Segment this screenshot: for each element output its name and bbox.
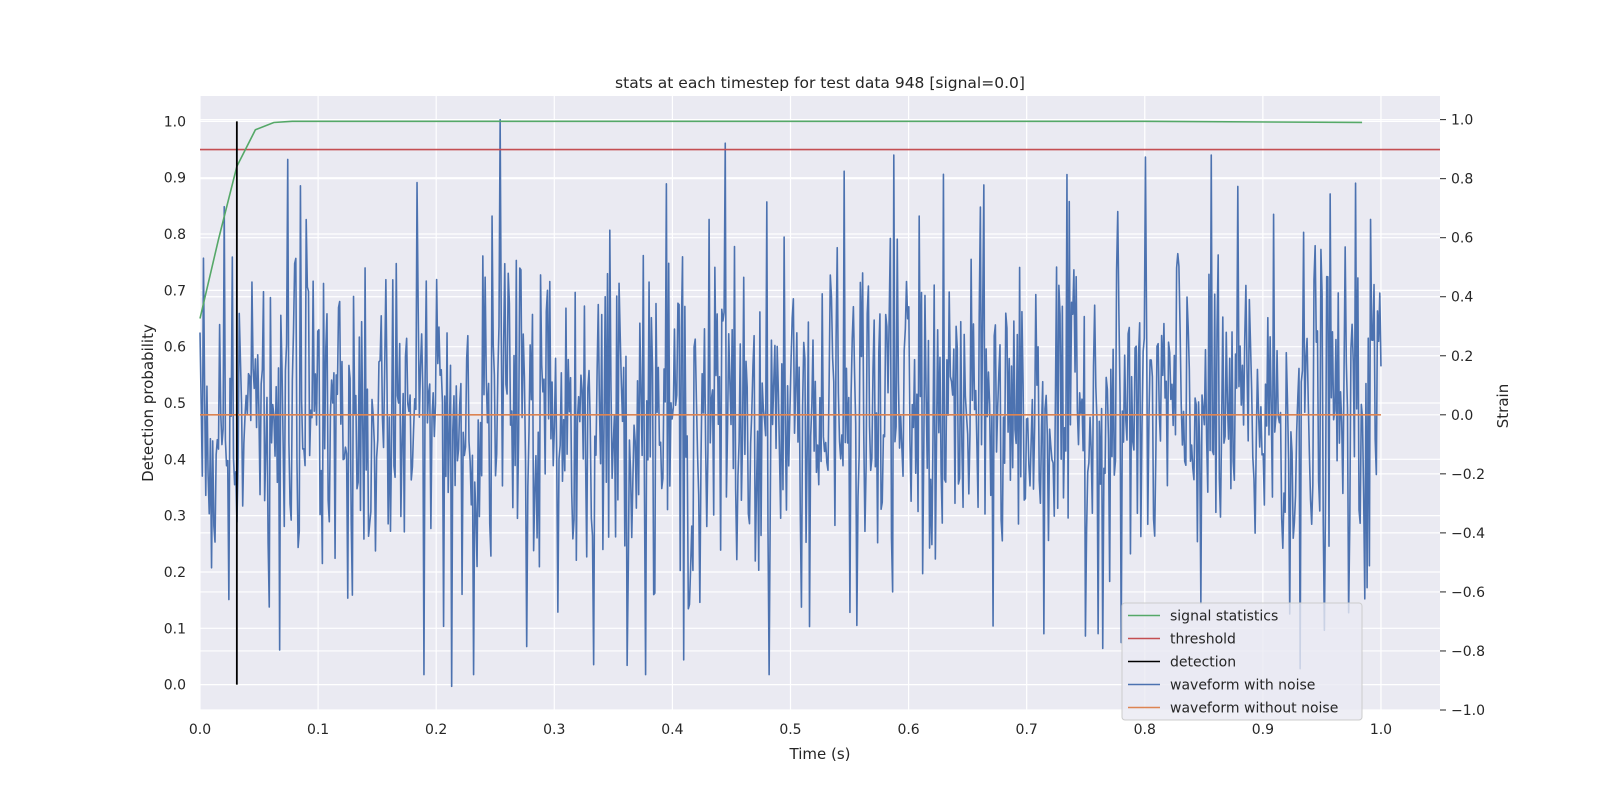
y-tick-label-right: 1.0 (1451, 113, 1473, 129)
y-tick-label-right: −1.0 (1451, 703, 1485, 719)
x-tick-label: 0.6 (897, 722, 919, 738)
x-tick-label: 0.9 (1252, 722, 1274, 738)
x-tick-label: 1.0 (1370, 722, 1392, 738)
chart-title: stats at each timestep for test data 948… (615, 74, 1025, 92)
legend-entry-threshold: threshold (1128, 632, 1236, 648)
y-tick-label-left: 0.6 (164, 340, 186, 356)
y-axis-label-left: Detection probability (139, 324, 157, 482)
legend-entry-detection: detection (1128, 655, 1236, 671)
legend: signal statistics threshold detection wa… (1121, 602, 1363, 721)
y-axis-label-right: Strain (1494, 384, 1512, 428)
y-tick-label-right: −0.6 (1451, 585, 1485, 601)
y-tick-label-left: 0.2 (164, 565, 186, 581)
y-tick-label-left: 0.4 (164, 452, 186, 468)
y-tick-label-left: 0.7 (164, 283, 186, 299)
y-tick-label-right: 0.6 (1451, 231, 1473, 247)
legend-label: waveform with noise (1170, 678, 1315, 694)
legend-box (1121, 602, 1363, 721)
y-tick-label-left: 0.8 (164, 227, 186, 243)
y-tick-label-right: 0.4 (1451, 290, 1473, 306)
y-tick-label-right: −0.8 (1451, 644, 1485, 660)
legend-entry-waveform-without-noise: waveform without noise (1128, 701, 1338, 717)
y-tick-label-left: 0.9 (164, 171, 186, 187)
y-tick-label-right: −0.2 (1451, 467, 1485, 483)
legend-label: waveform without noise (1170, 701, 1338, 717)
y-tick-label-left: 0.0 (164, 678, 186, 694)
y-tick-label-left: 0.1 (164, 621, 186, 637)
y-tick-label-left: 1.0 (164, 114, 186, 130)
series-signal-statistics (199, 120, 1363, 319)
x-tick-label: 0.5 (779, 722, 801, 738)
x-tick-label: 0.8 (1134, 722, 1156, 738)
legend-label: detection (1170, 655, 1236, 671)
x-tick-label: 0.3 (543, 722, 565, 738)
series-waveform-with-noise (199, 118, 1382, 688)
x-tick-label: 0.4 (661, 722, 683, 738)
y-tick-label-right: −0.4 (1451, 526, 1485, 542)
legend-label: signal statistics (1170, 609, 1278, 625)
x-tick-label: 0.7 (1016, 722, 1038, 738)
x-tick-label: 0.1 (307, 722, 329, 738)
y-tick-label-left: 0.5 (164, 396, 186, 412)
tick-labels: 0.0 0.1 0.2 0.3 0.4 0.5 0.6 0.7 0.8 0.9 1.0 0.0 0.1 0… (164, 113, 1485, 738)
y-tick-label-left: 0.3 (164, 509, 186, 525)
series-layer (199, 118, 1440, 688)
legend-label: threshold (1170, 632, 1236, 648)
x-axis-label: Time (s) (789, 745, 851, 763)
y-tick-label-right: 0.0 (1451, 408, 1473, 424)
x-tick-label: 0.2 (425, 722, 447, 738)
y-tick-label-right: 0.2 (1451, 349, 1473, 365)
y-tick-label-right: 0.8 (1451, 172, 1473, 188)
legend-entry-waveform-with-noise: waveform with noise (1128, 678, 1315, 694)
legend-entry-signal-statistics: signal statistics (1128, 609, 1278, 625)
x-tick-label: 0.0 (189, 722, 211, 738)
